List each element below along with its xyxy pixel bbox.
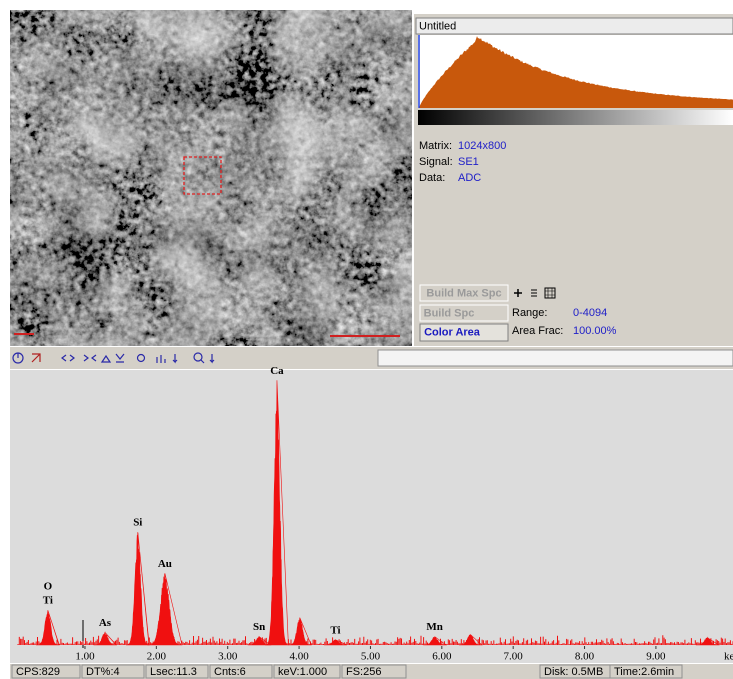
x-tick-label: 6.00	[432, 651, 452, 663]
button-label: Color Area	[424, 326, 481, 338]
peak-label: Sn	[253, 621, 265, 633]
build-spc-button[interactable]: Build Spc	[420, 305, 508, 321]
spectrum-area	[10, 370, 733, 663]
matrix-value: 1024x800	[458, 140, 506, 152]
status-text: Time:2.6min	[614, 666, 674, 678]
eds-window: Untitled Matrix: 1024x800 Signal: SE1 Da…	[0, 0, 733, 679]
peak-label: O	[44, 581, 53, 593]
peak-label: Mn	[426, 621, 443, 633]
x-unit: ke	[724, 651, 733, 663]
x-tick-label: 9.00	[646, 651, 666, 663]
status-text: FS:256	[346, 666, 381, 678]
button-label: Build Max Spc	[426, 287, 501, 299]
x-tick-label: 8.00	[575, 651, 595, 663]
x-tick-label: 1.00	[75, 651, 95, 663]
area-frac-value: 100.00%	[573, 325, 617, 337]
color-area-button[interactable]: Color Area	[420, 324, 508, 341]
x-tick-label: 2.00	[147, 651, 167, 663]
peak-label: As	[99, 617, 112, 629]
range-value: 0-4094	[573, 307, 607, 319]
data-label: Data:	[419, 172, 445, 184]
build-max-spc-button[interactable]: Build Max Spc	[420, 285, 508, 301]
toolbar-field[interactable]	[378, 350, 733, 366]
panel-titlebar	[416, 18, 733, 34]
x-tick-label: 7.00	[504, 651, 524, 663]
range-label: Range:	[512, 307, 547, 319]
signal-label: Signal:	[419, 156, 453, 168]
button-label: Build Spc	[424, 307, 475, 319]
peak-label: Au	[158, 558, 172, 570]
area-frac-label: Area Frac:	[512, 325, 563, 337]
grayscale-bar	[418, 110, 733, 125]
status-text: keV:1.000	[278, 666, 327, 678]
peak-label: Si	[133, 517, 142, 529]
x-tick-label: 3.00	[218, 651, 238, 663]
sem-image	[10, 10, 412, 346]
status-text: Cnts:6	[214, 666, 246, 678]
x-tick-label: 5.00	[361, 651, 381, 663]
status-text: DT%:4	[86, 666, 120, 678]
signal-value: SE1	[458, 156, 479, 168]
peak-label: Ca	[270, 365, 284, 377]
x-tick-label: 4.00	[289, 651, 309, 663]
panel-title: Untitled	[419, 20, 456, 32]
status-text: Lsec:11.3	[150, 666, 197, 678]
peak-label: Ti	[330, 624, 340, 636]
status-text: CPS:829	[16, 666, 60, 678]
status-text: Disk: 0.5MB	[544, 666, 603, 678]
peak-label: Ti	[43, 595, 53, 607]
data-value: ADC	[458, 172, 481, 184]
matrix-label: Matrix:	[419, 140, 452, 152]
